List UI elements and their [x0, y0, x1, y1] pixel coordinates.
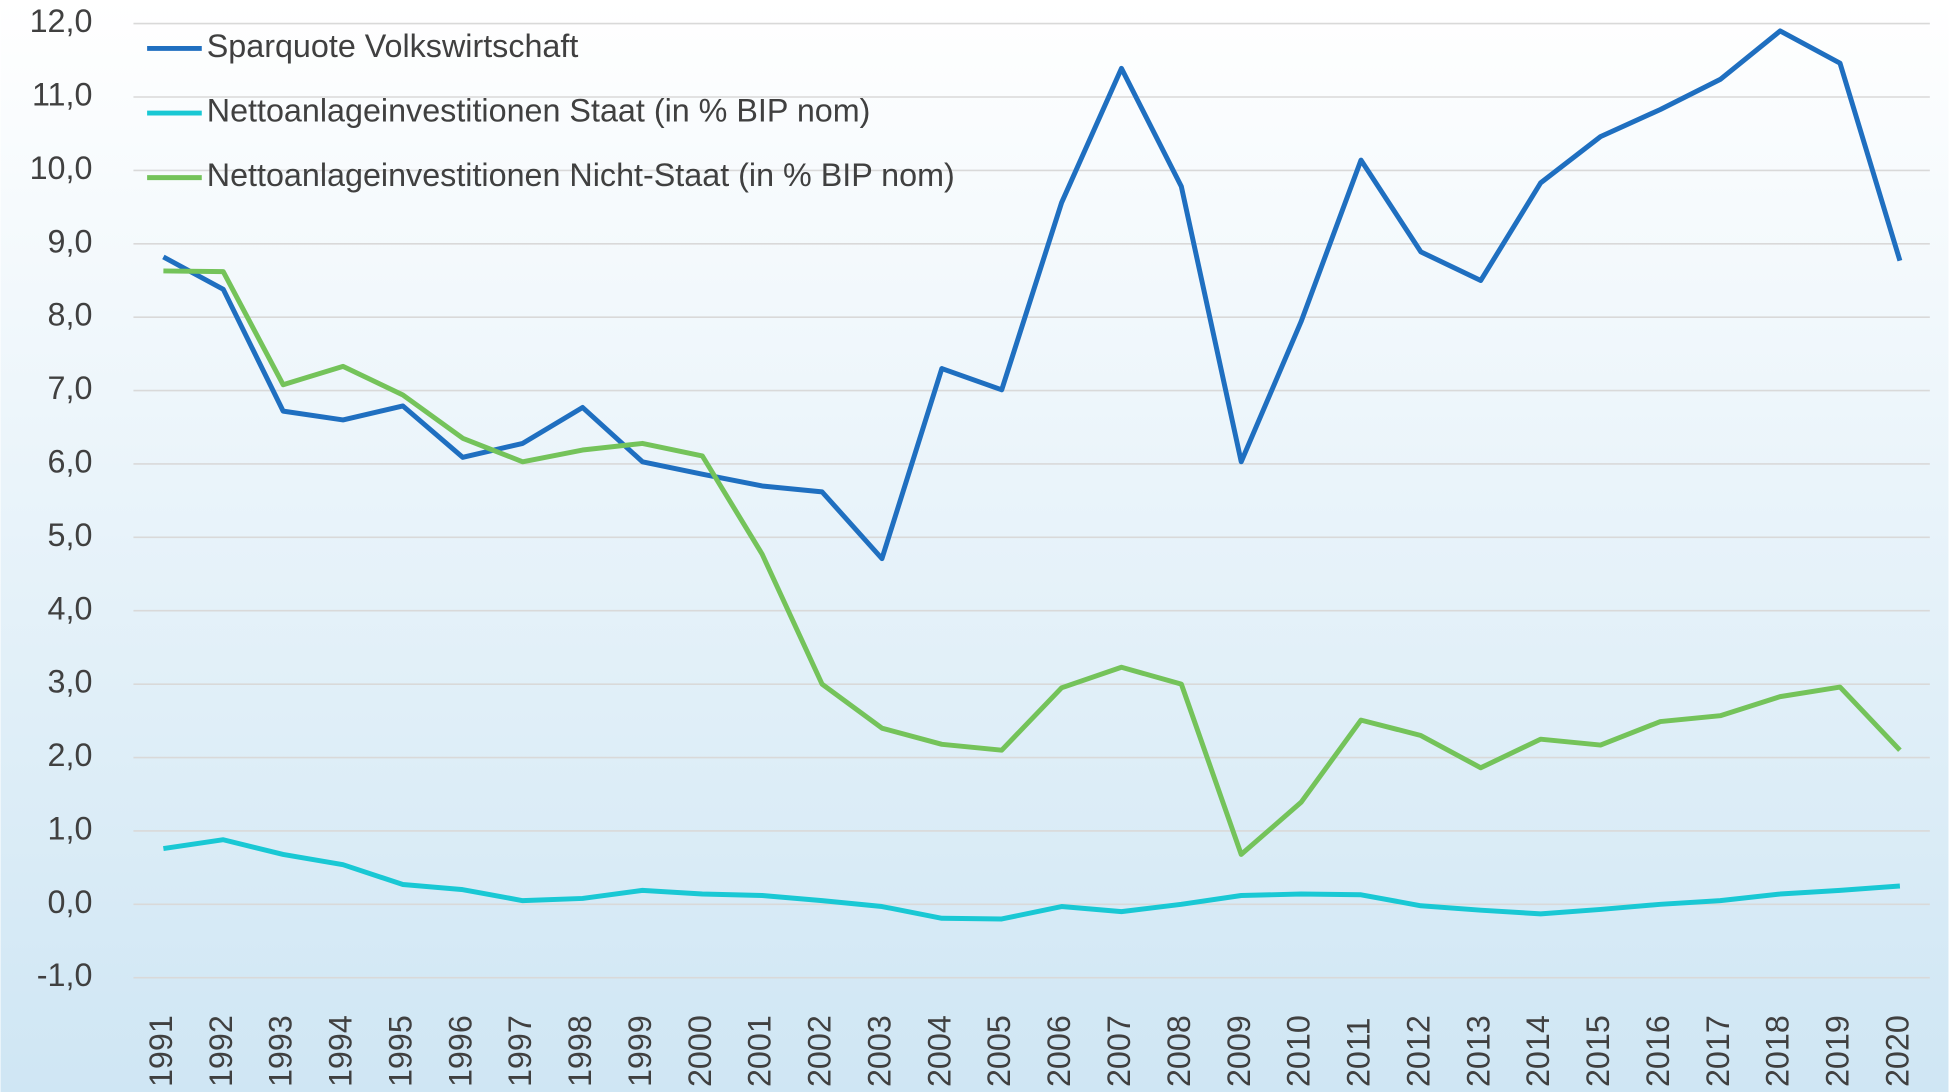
y-tick-label: 10,0: [30, 150, 93, 186]
x-tick-label: 2008: [1161, 1015, 1197, 1087]
x-tick-label: 2011: [1341, 1018, 1377, 1087]
x-tick-label: 1991: [143, 1015, 179, 1087]
x-tick-label: 2006: [1041, 1015, 1077, 1087]
x-tick-label: 2016: [1640, 1015, 1676, 1087]
y-tick-label: 2,0: [48, 737, 93, 773]
y-tick-label: 12,0: [30, 3, 93, 39]
y-tick-label: 6,0: [48, 443, 93, 479]
x-tick-label: 2020: [1879, 1015, 1915, 1087]
x-tick-label: 1996: [442, 1015, 478, 1087]
series-line: [162, 28, 1903, 562]
x-tick-label: 2010: [1281, 1015, 1317, 1087]
x-tick-label: 1997: [502, 1015, 538, 1087]
x-tick-label: 2015: [1580, 1015, 1616, 1087]
x-tick-label: 1994: [323, 1015, 359, 1087]
x-tick-label: 2012: [1400, 1015, 1436, 1087]
x-tick-label: 2018: [1760, 1015, 1796, 1087]
x-tick-label: 2005: [981, 1015, 1017, 1087]
y-tick-label: 0,0: [48, 884, 93, 920]
x-tick-label: 1993: [263, 1015, 299, 1087]
x-tick-label: 2001: [742, 1015, 778, 1087]
x-tick-label: 1999: [622, 1015, 658, 1087]
x-tick-label: 2007: [1101, 1015, 1137, 1087]
x-tick-label: 2013: [1460, 1015, 1496, 1087]
y-tick-label: 11,0: [32, 77, 92, 113]
y-tick-label: -1,0: [37, 957, 93, 993]
x-tick-label: 2009: [1221, 1015, 1257, 1087]
x-tick-label: 2017: [1700, 1015, 1736, 1087]
x-tick-label: 2000: [682, 1015, 718, 1087]
legend-label: Nettoanlageinvestitionen Nicht-Staat (in…: [207, 157, 955, 193]
series-line: [163, 268, 1902, 857]
y-tick-label: 4,0: [48, 590, 93, 626]
series-line: [163, 837, 1901, 922]
legend-label: Nettoanlageinvestitionen Staat (in % BIP…: [207, 93, 871, 129]
y-tick-label: 7,0: [48, 370, 93, 406]
x-tick-label: 2002: [802, 1015, 838, 1087]
y-tick-label: 5,0: [48, 517, 93, 553]
legend-label: Sparquote Volkswirtschaft: [207, 28, 579, 64]
x-tick-label: 2014: [1520, 1015, 1556, 1087]
x-tick-label: 2003: [861, 1015, 897, 1087]
x-tick-label: 1998: [562, 1015, 598, 1087]
y-tick-label: 1,0: [48, 810, 93, 846]
x-tick-label: 1995: [382, 1015, 418, 1087]
x-tick-label: 1992: [203, 1015, 239, 1087]
x-tick-label: 2004: [921, 1015, 957, 1087]
y-tick-label: 3,0: [48, 664, 93, 700]
y-tick-label: 9,0: [48, 223, 93, 259]
y-tick-label: 8,0: [48, 297, 93, 333]
x-tick-label: 2019: [1820, 1015, 1856, 1087]
